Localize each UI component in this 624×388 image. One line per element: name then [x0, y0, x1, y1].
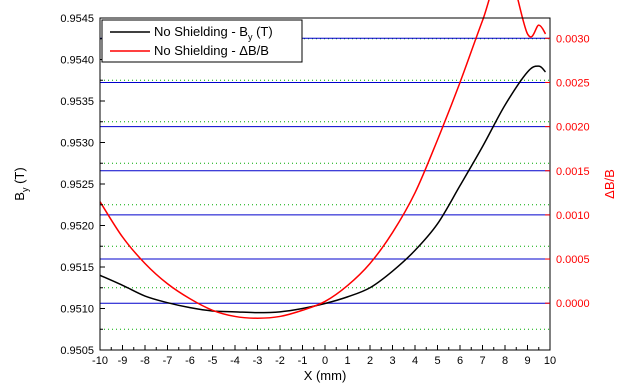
y-left-tick-label: 0.9525	[60, 179, 94, 191]
y-axis-left-title: By (T)	[12, 167, 30, 200]
y-right-tick-label: 0.0025	[556, 77, 590, 89]
y-axis-right: 0.0000 0.0005 0.0010 0.0015 0.0020 0.0025 0.00…	[545, 33, 590, 310]
x-tick-label: -1	[298, 355, 308, 367]
x-tick-label: 5	[434, 355, 440, 367]
x-tick-label: 4	[412, 355, 418, 367]
y-left-tick-label: 0.9540	[60, 55, 94, 67]
legend-label-by-subscript: y	[248, 32, 253, 42]
y-left-tick-label: 0.9505	[60, 345, 94, 357]
y-right-tick-label: 0.0010	[556, 210, 590, 222]
legend-box	[101, 19, 303, 63]
series-line-by	[99, 65, 547, 314]
legend: No Shielding - By (T) No Shielding - ΔB/…	[101, 19, 303, 63]
legend-label-by-prefix: No Shielding - B	[154, 24, 248, 39]
x-tick-label: -9	[118, 355, 128, 367]
y-left-tick-label: 0.9510	[60, 304, 94, 316]
y-right-tick-label: 0.0020	[556, 122, 590, 134]
x-tick-label: 8	[502, 355, 508, 367]
x-tick-label: -4	[230, 355, 240, 367]
x-tick-label: 0	[322, 355, 328, 367]
plot-frame	[99, 17, 551, 351]
x-tick-label: 9	[524, 355, 530, 367]
x-tick-label: 6	[457, 355, 463, 367]
x-tick-label: 10	[544, 355, 556, 367]
y-axis-right-title: ΔB/B	[602, 169, 617, 199]
y-right-tick-label: 0.0000	[556, 298, 590, 310]
y-right-tick-label: 0.0030	[556, 33, 590, 45]
y-right-tick-label: 0.0005	[556, 254, 590, 266]
x-tick-label: -2	[275, 355, 285, 367]
legend-label-by-suffix: (T)	[252, 24, 272, 39]
x-axis: -10 -9 -8 -7 -6 -5 -4 -3 -2 -1 0 1 2 3 4 5 6 7 8 9 10	[92, 345, 556, 367]
legend-label-dbb: No Shielding - ΔB/B	[154, 43, 269, 58]
y-axis-left-title-subscript: y	[20, 187, 30, 192]
series-line-dbb	[99, 0, 547, 319]
x-tick-label: -6	[185, 355, 195, 367]
series-layer	[99, 0, 547, 319]
y-left-tick-label: 0.9530	[60, 138, 94, 150]
y-left-tick-label: 0.9520	[60, 221, 94, 233]
grid-lines	[100, 37, 550, 330]
y-left-tick-label: 0.9535	[60, 96, 94, 108]
y-axis-left-title-prefix: B	[12, 192, 27, 201]
legend-label-by: No Shielding - By (T)	[154, 24, 273, 42]
y-axis-left-title-suffix: (T)	[12, 167, 27, 187]
y-right-tick-label: 0.0015	[556, 166, 590, 178]
y-axis-left: 0.9505 0.9510 0.9515 0.9520 0.9525 0.9530 0.95…	[60, 13, 105, 357]
x-tick-label: 3	[389, 355, 395, 367]
y-left-tick-label: 0.9515	[60, 262, 94, 274]
x-axis-title: X (mm)	[304, 368, 347, 383]
y-left-tick-label: 0.9545	[60, 13, 94, 25]
x-tick-label: -3	[253, 355, 263, 367]
x-tick-label: 1	[344, 355, 350, 367]
x-tick-label: 7	[479, 355, 485, 367]
x-tick-label: -7	[163, 355, 173, 367]
x-tick-label: -10	[92, 355, 108, 367]
x-tick-label: 2	[367, 355, 373, 367]
x-tick-label: -8	[140, 355, 150, 367]
x-tick-label: -5	[208, 355, 218, 367]
